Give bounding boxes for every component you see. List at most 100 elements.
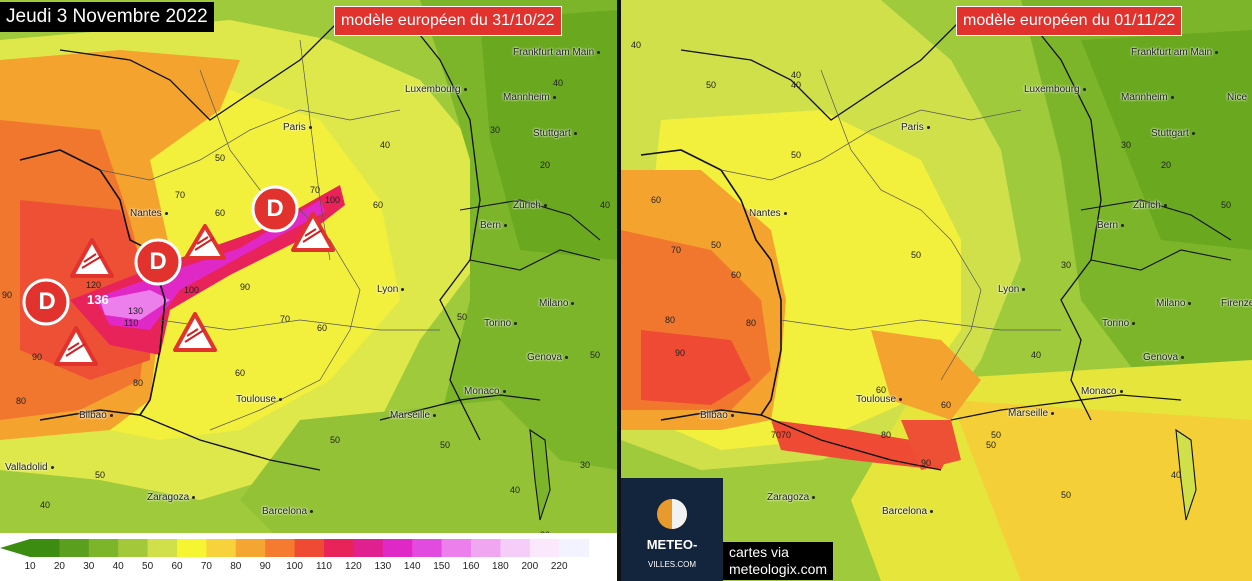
legend-swatch [471, 539, 501, 557]
gust-value: 50 [590, 350, 601, 360]
right-wind-gust-map [621, 0, 1252, 581]
gust-value: 40 [791, 70, 802, 80]
gust-value: 80 [881, 430, 892, 440]
city-zurich: Zürich [1133, 200, 1167, 211]
gust-value: 20 [540, 160, 551, 170]
gust-value: 50 [215, 153, 226, 163]
legend-swatch [412, 539, 443, 557]
city-zaragoza: Zaragoza [767, 492, 816, 503]
gust-value: 50 [986, 440, 997, 450]
legend-swatch [441, 539, 472, 557]
legend-swatch [559, 539, 590, 557]
city-marseille: Marseille [390, 410, 437, 421]
city-stuttgart: Stuttgart [1151, 128, 1195, 139]
city-marseille: Marseille [1008, 408, 1055, 419]
legend-swatch [294, 539, 325, 557]
gust-value: 40 [553, 78, 564, 88]
depression-letter-3: D [266, 195, 284, 222]
left-wind-gust-map [0, 0, 617, 581]
gust-value: 90 [2, 290, 13, 300]
city-barcelona: Barcelona [882, 506, 934, 517]
legend-tick: 90 [259, 561, 271, 572]
gust-color-legend: 10 20 30 40 50 60 70 80 90 100 110 120 130 140 150 160 1… [0, 533, 617, 581]
logo-line1: METEO- [646, 537, 698, 552]
gust-value: 50 [911, 250, 922, 260]
legend-swatch [324, 539, 354, 557]
legend-swatch [206, 539, 237, 557]
gust-value: 60 [235, 368, 246, 378]
legend-tick: 70 [200, 561, 212, 572]
depression-marker-3 [251, 185, 299, 233]
logo-line2: VILLES.COM [647, 560, 696, 569]
credit-line2[interactable]: meteologix.com [729, 561, 828, 577]
gust-value: 70 [175, 190, 186, 200]
gust-value: 90 [675, 348, 686, 358]
city-lyon: Lyon [377, 284, 405, 295]
gust-value: 40 [600, 200, 611, 210]
gust-value: 80 [16, 396, 27, 406]
city-frankfurt: Frankfurt am Main [513, 47, 601, 58]
city-mannheim: Mannheim [503, 92, 556, 103]
depression-marker-2 [134, 238, 182, 286]
warning-triangle-2 [184, 224, 226, 260]
legend-swatch [235, 539, 266, 557]
depression-letter-2: D [149, 248, 167, 275]
city-luxembourg: Luxembourg [405, 84, 467, 95]
legend-tick: 40 [112, 561, 124, 572]
city-toulouse: Toulouse [856, 394, 903, 405]
city-bern: Bern [1097, 220, 1125, 231]
gust-value: 90 [921, 458, 932, 468]
city-valladolid: Valladolid [5, 462, 54, 473]
legend-tick: 10 [24, 561, 36, 572]
city-milano: Milano [1156, 298, 1192, 309]
gust-value: 60 [731, 270, 742, 280]
city-paris: Paris [283, 122, 312, 133]
city-luxembourg: Luxembourg [1024, 84, 1086, 95]
city-bilbao: Bilbao [700, 410, 734, 421]
legend-swatch [147, 539, 178, 557]
depression-marker-1 [22, 278, 70, 326]
gust-value: 60 [317, 323, 328, 333]
legend-swatch [382, 539, 413, 557]
depression-letter-1: D [38, 288, 56, 315]
gust-value: 80 [746, 318, 757, 328]
city-nantes: Nantes [749, 208, 787, 219]
city-monaco: Monaco [1081, 386, 1123, 397]
legend-swatch [30, 539, 60, 557]
legend-tick: 180 [492, 561, 509, 572]
gust-value: 110 [124, 318, 139, 328]
city-firenze: Firenze [1221, 298, 1252, 309]
gust-value: 40 [791, 80, 802, 90]
legend-swatch [88, 539, 119, 557]
gust-value: 50 [1061, 490, 1072, 500]
meteo-villes-logo[interactable]: METEO- VILLES.COM [621, 478, 723, 581]
gust-value: 60 [941, 400, 952, 410]
gust-value: 70 [671, 245, 682, 255]
legend-color-bar [0, 539, 590, 557]
city-bern: Bern [480, 220, 508, 231]
legend-arrow [0, 539, 30, 557]
gust-value: 30 [1061, 260, 1072, 270]
logo-sun-moon-icon [657, 499, 687, 529]
legend-swatch [265, 539, 296, 557]
legend-tick: 110 [316, 561, 332, 572]
legend-tick: 120 [345, 561, 362, 572]
city-milano: Milano [539, 298, 575, 309]
credit-line1: cartes via [729, 544, 789, 560]
gust-value: 60 [215, 208, 226, 218]
gust-value: 90 [240, 282, 251, 292]
gust-value: 40 [380, 140, 391, 150]
city-genova: Genova [527, 352, 569, 363]
city-genova: Genova [1143, 352, 1185, 363]
gust-value: 100 [184, 285, 200, 295]
gust-value: 40 [40, 500, 51, 510]
warning-triangle-1 [70, 238, 114, 278]
city-torino: Torino [484, 318, 518, 329]
gust-value: 50 [330, 435, 341, 445]
gust-value: 60 [651, 195, 662, 205]
legend-tick: 80 [230, 561, 242, 572]
legend-swatch [353, 539, 384, 557]
panel-divider [617, 0, 621, 581]
legend-tick: 100 [286, 561, 303, 572]
gust-value: 30 [580, 460, 591, 470]
